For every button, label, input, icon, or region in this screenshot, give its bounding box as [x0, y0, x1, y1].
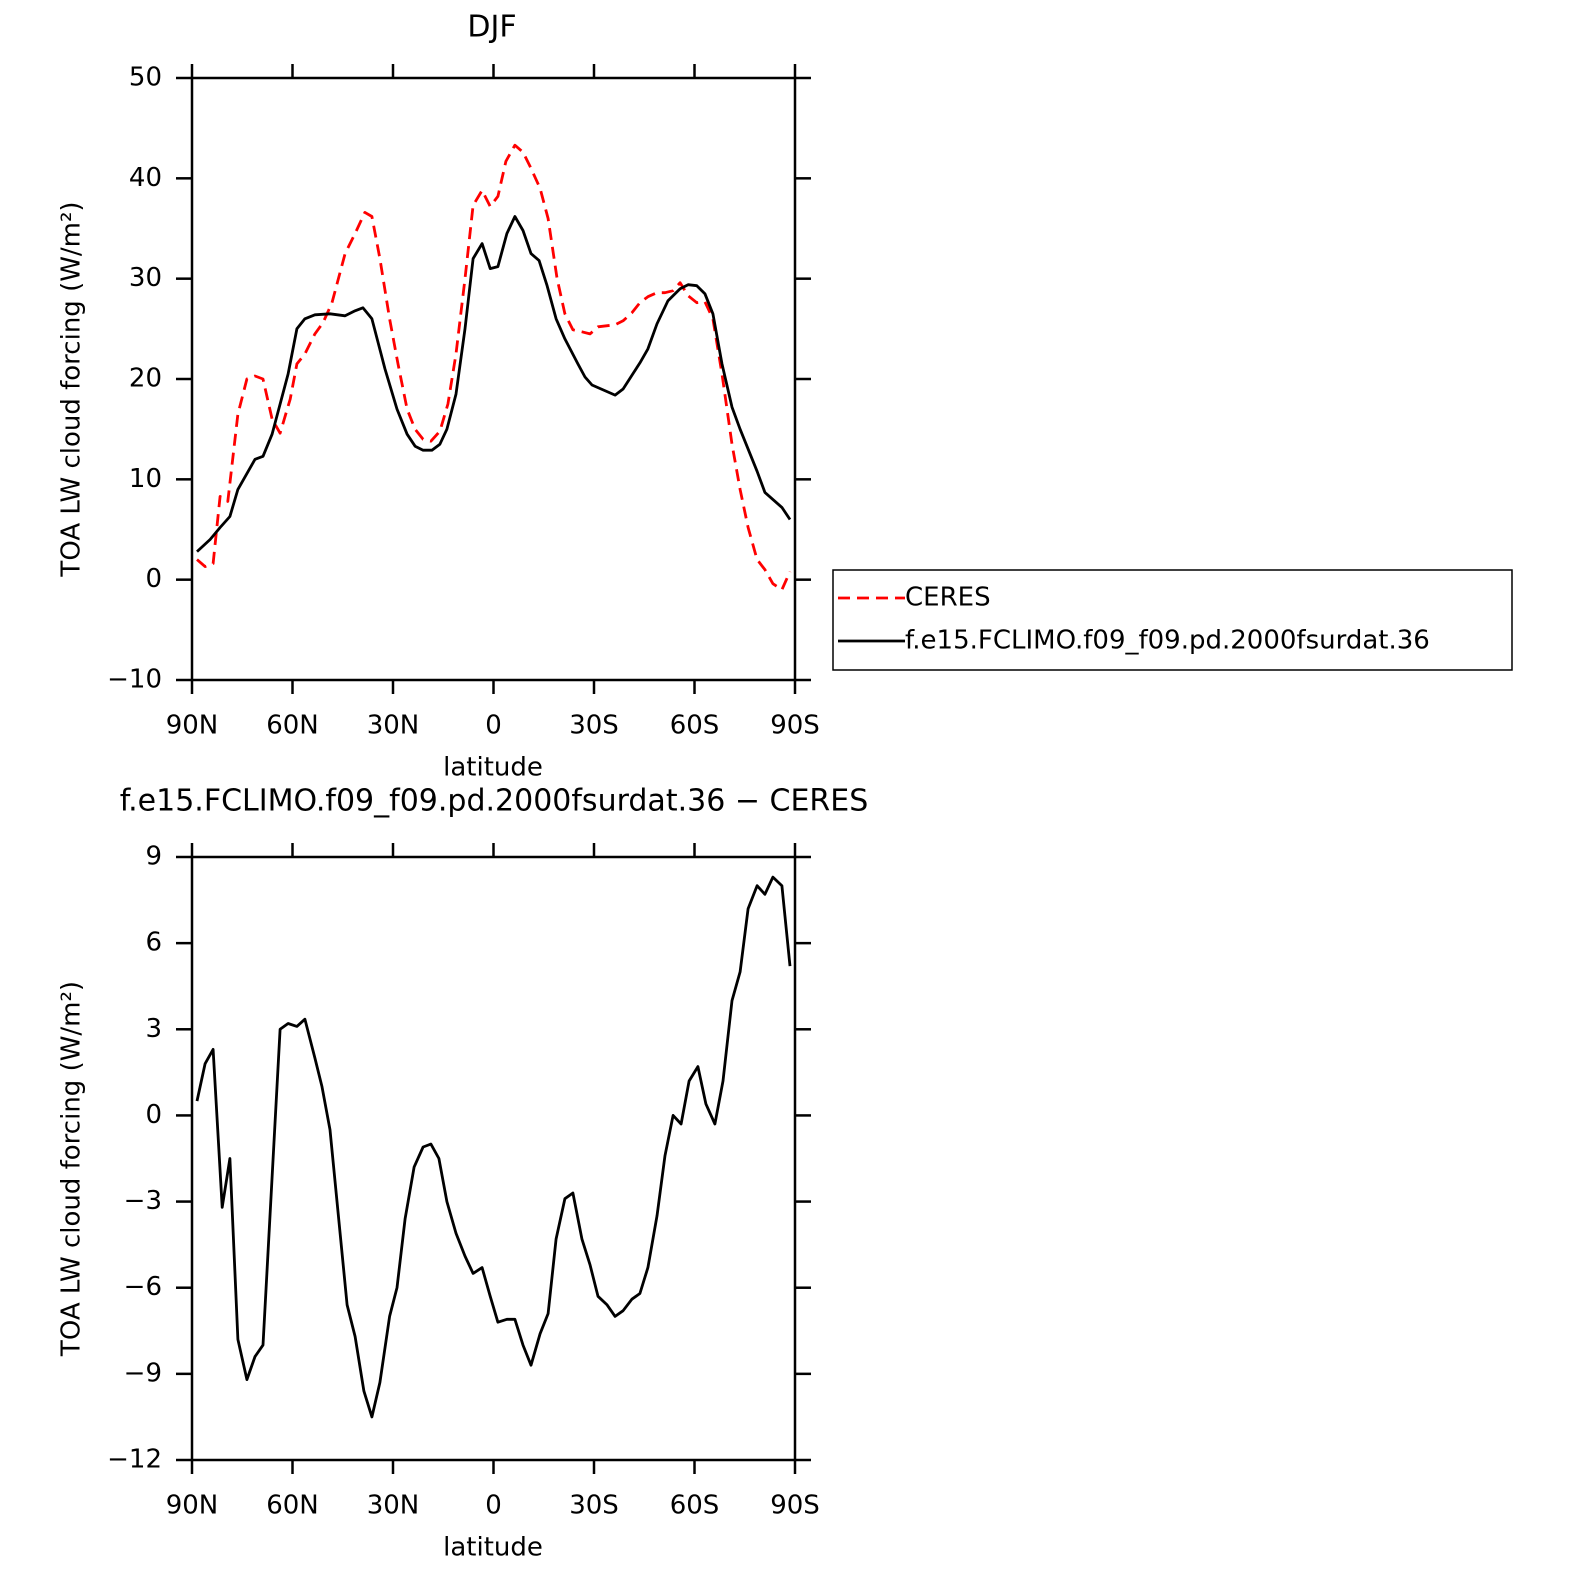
- y-tick-label: 10: [129, 464, 162, 494]
- data-line: [196, 215, 792, 553]
- x-tick-label: 0: [485, 711, 502, 741]
- x-tick-label: 90N: [166, 711, 219, 741]
- y-tick-label: −12: [107, 1445, 162, 1475]
- chart-title: f.e15.FCLIMO.f09_f09.pd.2000fsurdat.36 −…: [120, 784, 869, 819]
- y-axis-label: TOA LW cloud forcing (W/m²): [57, 981, 87, 1357]
- x-axis-label: latitude: [443, 753, 543, 783]
- x-tick-label: 90N: [166, 1491, 219, 1521]
- x-tick-label: 30S: [569, 711, 619, 741]
- x-tick-label: 90S: [770, 1491, 820, 1521]
- plot-frame: [190, 855, 797, 1462]
- y-tick-label: 40: [129, 163, 162, 193]
- x-tick-label: 0: [485, 1491, 502, 1521]
- y-axis-label: TOA LW cloud forcing (W/m²): [57, 201, 87, 577]
- y-tick-label: 20: [129, 364, 162, 394]
- x-tick-label: 60N: [266, 1491, 319, 1521]
- y-tick-label: 9: [145, 842, 162, 872]
- y-tick-label: 0: [145, 564, 162, 594]
- y-tick-label: 50: [129, 63, 162, 93]
- y-tick-label: 30: [129, 263, 162, 293]
- y-tick-label: −9: [124, 1358, 162, 1388]
- y-tick-label: 3: [145, 1014, 162, 1044]
- x-tick-label: 30S: [569, 1491, 619, 1521]
- x-tick-label: 90S: [770, 711, 820, 741]
- y-tick-label: −3: [124, 1186, 162, 1216]
- data-line: [195, 875, 792, 1419]
- data-line: [196, 143, 792, 592]
- y-tick-label: 6: [145, 928, 162, 958]
- legend-label: CERES: [905, 583, 991, 613]
- x-tick-label: 60S: [670, 711, 720, 741]
- x-tick-label: 30N: [367, 1491, 420, 1521]
- plot-frame: [190, 76, 797, 682]
- x-tick-label: 60S: [670, 1491, 720, 1521]
- legend-label: f.e15.FCLIMO.f09_f09.pd.2000fsurdat.36: [905, 626, 1430, 656]
- y-tick-label: −10: [107, 665, 162, 695]
- y-tick-label: −6: [124, 1272, 162, 1302]
- x-tick-label: 60N: [266, 711, 319, 741]
- legend-box: [832, 569, 1513, 671]
- chart-title: DJF: [467, 10, 516, 45]
- x-tick-label: 30N: [367, 711, 420, 741]
- x-axis-label: latitude: [443, 1533, 543, 1563]
- y-tick-label: 0: [145, 1100, 162, 1130]
